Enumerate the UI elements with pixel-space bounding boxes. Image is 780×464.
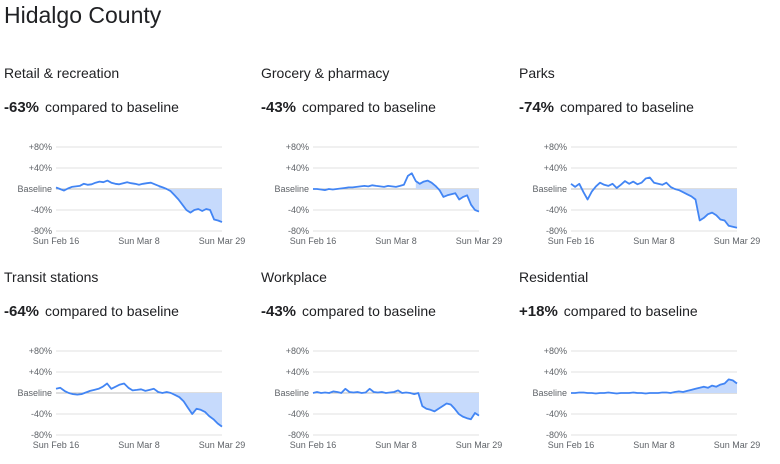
- headline: -63% compared to baseline: [4, 99, 179, 116]
- y-tick-label: -80%: [288, 226, 309, 236]
- y-tick-label: +80%: [544, 142, 567, 152]
- x-tick-label: Sun Feb 16: [33, 440, 80, 450]
- headline-text: compared to baseline: [302, 99, 436, 115]
- series-line: [570, 176, 738, 229]
- chart-svg: +80% +40% Baseline -40% -80%Sun Feb 16 Sun Ma…: [532, 346, 761, 450]
- y-tick-label: +80%: [29, 346, 52, 356]
- x-tick-label: Sun Mar 29: [456, 236, 503, 246]
- y-tick-label: -80%: [546, 226, 567, 236]
- headline-text: compared to baseline: [560, 99, 694, 115]
- headline-text: compared to baseline: [563, 303, 698, 319]
- y-tick-label: +40%: [29, 163, 52, 173]
- x-tick-label: Sun Mar 8: [375, 236, 417, 246]
- x-tick-label: Sun Feb 16: [33, 236, 80, 246]
- y-tick-label: +80%: [286, 346, 309, 356]
- headline: -64% compared to baseline: [4, 303, 179, 320]
- x-tick-label: Sun Feb 16: [290, 236, 337, 246]
- y-tick-label: +40%: [544, 163, 567, 173]
- y-tick-label: -80%: [31, 430, 52, 440]
- y-tick-label: Baseline: [274, 388, 309, 398]
- chart-panel-transit-stations: Transit stations -64% compared to baselin…: [4, 269, 259, 464]
- chart-title: Grocery & pharmacy: [261, 65, 390, 81]
- y-tick-label: -40%: [31, 205, 52, 215]
- headline-value: -43%: [261, 303, 297, 320]
- x-tick-label: Sun Feb 16: [548, 440, 595, 450]
- y-tick-label: Baseline: [532, 184, 567, 194]
- y-tick-label: -40%: [546, 409, 567, 419]
- y-tick-label: Baseline: [17, 388, 52, 398]
- headline-value: -63%: [4, 99, 40, 116]
- series-area: [674, 379, 737, 393]
- y-tick-label: -80%: [31, 226, 52, 236]
- y-tick-label: +80%: [29, 142, 52, 152]
- series-area: [674, 189, 737, 228]
- headline-text: compared to baseline: [45, 303, 179, 319]
- x-tick-label: Sun Mar 29: [456, 440, 503, 450]
- x-tick-label: Sun Mar 8: [118, 440, 160, 450]
- series-area: [415, 180, 479, 212]
- chart-panel-retail-recreation: Retail & recreation -63% compared to base…: [4, 65, 259, 260]
- y-tick-label: +40%: [29, 367, 52, 377]
- chart-svg: +80% +40% Baseline -40% -80%Sun Feb 16 Sun Ma…: [17, 346, 246, 450]
- y-tick-label: +80%: [286, 142, 309, 152]
- x-tick-label: Sun Mar 29: [199, 236, 246, 246]
- x-tick-label: Sun Mar 29: [199, 440, 246, 450]
- x-tick-label: Sun Mar 29: [714, 236, 761, 246]
- series-line: [312, 387, 480, 421]
- headline-value: +18%: [519, 303, 558, 320]
- chart-title: Retail & recreation: [4, 65, 120, 81]
- chart-title: Workplace: [261, 269, 327, 285]
- chart-panel-residential: Residential +18% compared to baseline +80…: [519, 269, 774, 464]
- y-tick-label: Baseline: [17, 184, 52, 194]
- y-tick-label: -40%: [288, 409, 309, 419]
- chart-svg: +80% +40% Baseline -40% -80%Sun Feb 16 Sun Ma…: [274, 346, 503, 450]
- series-line: [571, 378, 738, 395]
- chart-svg: +80% +40% Baseline -40% -80%Sun Feb 16 Sun Ma…: [17, 142, 246, 246]
- y-tick-label: +40%: [286, 367, 309, 377]
- y-tick-label: -40%: [31, 409, 52, 419]
- chart-panel-grocery-pharmacy: Grocery & pharmacy -43% compared to basel…: [261, 65, 516, 260]
- y-tick-label: Baseline: [532, 388, 567, 398]
- series-area: [158, 392, 222, 427]
- headline-value: -64%: [4, 303, 40, 320]
- headline: +18% compared to baseline: [519, 303, 698, 320]
- x-tick-label: Sun Mar 29: [714, 440, 761, 450]
- y-tick-label: -40%: [546, 205, 567, 215]
- headline: -43% compared to baseline: [261, 303, 436, 320]
- series-line: [55, 382, 223, 428]
- headline: -43% compared to baseline: [261, 99, 436, 116]
- chart-panel-parks: Parks -74% compared to baseline +80% +40% B…: [519, 65, 774, 260]
- headline-value: -74%: [519, 99, 555, 116]
- chart-panel-workplace: Workplace -43% compared to baseline +80% +…: [261, 269, 516, 464]
- x-tick-label: Sun Feb 16: [548, 236, 595, 246]
- y-tick-label: +80%: [544, 346, 567, 356]
- y-tick-label: -80%: [546, 430, 567, 440]
- series-area: [418, 393, 479, 420]
- page-title: Hidalgo County: [4, 2, 162, 28]
- chart-title: Residential: [519, 269, 589, 285]
- chart-svg: +80% +40% Baseline -40% -80%Sun Feb 16 Sun Ma…: [274, 142, 503, 246]
- series-line: [313, 172, 480, 213]
- x-tick-label: Sun Mar 8: [375, 440, 417, 450]
- headline-value: -43%: [261, 99, 297, 116]
- x-tick-label: Sun Mar 8: [118, 236, 160, 246]
- headline-text: compared to baseline: [302, 303, 436, 319]
- x-tick-label: Sun Feb 16: [290, 440, 337, 450]
- series-line: [55, 179, 223, 223]
- chart-svg: +80% +40% Baseline -40% -80%Sun Feb 16 Sun Ma…: [532, 142, 761, 246]
- y-tick-label: -40%: [288, 205, 309, 215]
- chart-title: Transit stations: [4, 269, 99, 285]
- headline: -74% compared to baseline: [519, 99, 694, 116]
- y-tick-label: Baseline: [274, 184, 309, 194]
- x-tick-label: Sun Mar 8: [633, 440, 675, 450]
- chart-title: Parks: [519, 65, 555, 81]
- y-tick-label: -80%: [288, 430, 309, 440]
- y-tick-label: +40%: [544, 367, 567, 377]
- y-tick-label: +40%: [286, 163, 309, 173]
- headline-text: compared to baseline: [45, 99, 179, 115]
- x-tick-label: Sun Mar 8: [633, 236, 675, 246]
